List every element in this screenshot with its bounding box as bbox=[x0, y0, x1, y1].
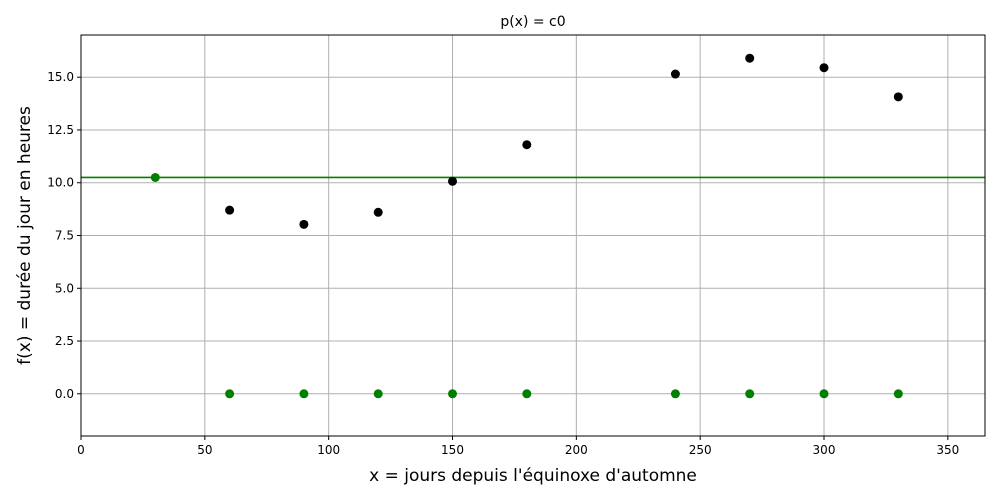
y-tick-label: 12.5 bbox=[47, 123, 74, 137]
data-point bbox=[745, 389, 755, 399]
data-point bbox=[373, 207, 383, 217]
data-point bbox=[670, 389, 680, 399]
y-tick-label: 0.0 bbox=[55, 387, 74, 401]
data-point bbox=[225, 205, 235, 215]
data-point bbox=[522, 389, 532, 399]
x-tick-label: 200 bbox=[565, 443, 588, 457]
x-tick-label: 250 bbox=[689, 443, 712, 457]
data-point bbox=[448, 389, 458, 399]
data-point bbox=[225, 389, 235, 399]
data-point bbox=[299, 219, 309, 229]
data-point bbox=[373, 389, 383, 399]
chart-title: p(x) = c0 bbox=[500, 14, 565, 30]
data-point bbox=[448, 176, 458, 186]
x-tick-label: 150 bbox=[441, 443, 464, 457]
data-point bbox=[670, 69, 680, 79]
x-tick-label: 0 bbox=[77, 443, 85, 457]
y-tick-label: 15.0 bbox=[47, 70, 74, 84]
y-tick-label: 7.5 bbox=[55, 229, 74, 243]
x-tick-label: 100 bbox=[317, 443, 340, 457]
data-point bbox=[819, 63, 829, 73]
y-tick-label: 10.0 bbox=[47, 176, 74, 190]
y-tick-label: 2.5 bbox=[55, 334, 74, 348]
data-point bbox=[299, 389, 309, 399]
data-point bbox=[745, 53, 755, 63]
data-point bbox=[893, 92, 903, 102]
grid bbox=[80, 35, 985, 436]
data-point bbox=[819, 389, 829, 399]
data-point bbox=[522, 140, 532, 150]
data-point bbox=[150, 172, 160, 182]
x-tick-label: 50 bbox=[197, 443, 212, 457]
y-tick-label: 5.0 bbox=[55, 281, 74, 295]
y-axis-label: f(x) = durée du jour en heures bbox=[15, 106, 35, 365]
axis-ticks: 0 50 100 150 200 250 300 350 0.0 2.5 5.0 7.5 10.0 12.… bbox=[47, 70, 959, 457]
plot-marks bbox=[81, 53, 985, 399]
x-tick-label: 350 bbox=[936, 443, 959, 457]
x-axis-label: x = jours depuis l'équinoxe d'automne bbox=[369, 466, 697, 486]
x-tick-label: 300 bbox=[813, 443, 836, 457]
data-point bbox=[893, 389, 903, 399]
